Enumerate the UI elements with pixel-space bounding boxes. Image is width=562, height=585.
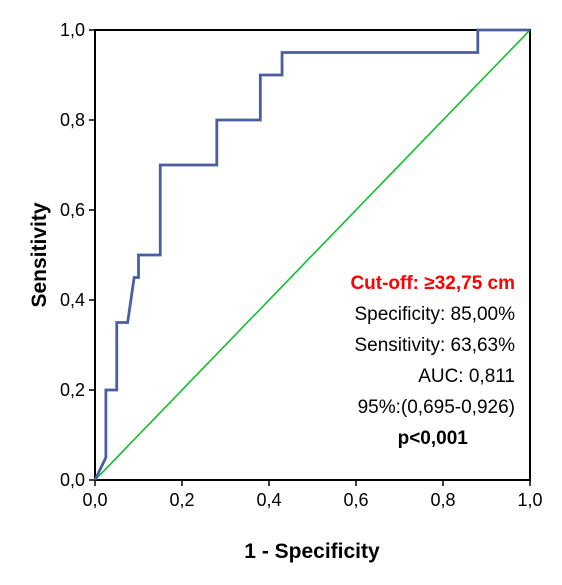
y-axis-label: Sensitivity <box>28 202 52 307</box>
svg-text:0,6: 0,6 <box>343 490 368 510</box>
svg-text:0,0: 0,0 <box>82 490 107 510</box>
svg-text:0,4: 0,4 <box>60 290 85 310</box>
svg-text:0,8: 0,8 <box>60 110 85 130</box>
x-axis-label: 1 - Specificity <box>244 540 379 564</box>
svg-text:1,0: 1,0 <box>60 20 85 40</box>
svg-text:0,8: 0,8 <box>430 490 455 510</box>
info-line-2: Sensitivity: 63,63% <box>350 330 515 361</box>
chart-container: 0,0 0,2 0,4 0,6 0,8 1,0 0,0 0,2 0,4 0,6 0,8 1,0 Sen… <box>0 0 562 585</box>
svg-text:0,2: 0,2 <box>169 490 194 510</box>
svg-text:0,6: 0,6 <box>60 200 85 220</box>
svg-text:1,0: 1,0 <box>517 490 542 510</box>
info-line-1: Specificity: 85,00% <box>350 299 515 330</box>
info-line-0: Cut-off: ≥32,75 cm <box>350 268 515 299</box>
info-line-5: p<0,001 <box>350 423 515 454</box>
info-line-3: AUC: 0,811 <box>350 361 515 392</box>
svg-text:0,0: 0,0 <box>60 470 85 490</box>
svg-text:0,4: 0,4 <box>256 490 281 510</box>
stats-info-box: Cut-off: ≥32,75 cmSpecificity: 85,00%Sen… <box>350 268 515 454</box>
info-line-4: 95%:(0,695-0,926) <box>350 392 515 423</box>
svg-text:0,2: 0,2 <box>60 380 85 400</box>
